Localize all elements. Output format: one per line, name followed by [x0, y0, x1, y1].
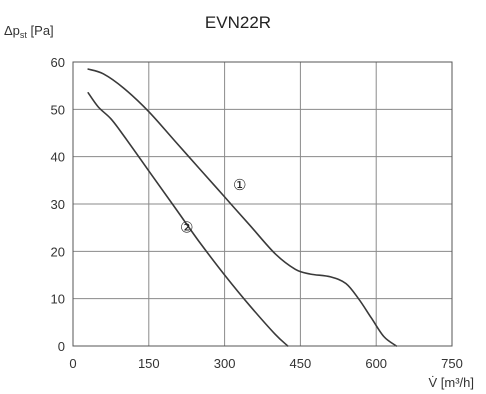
x-axis-label-unit: [m³/h]: [437, 375, 474, 390]
y-tick-label-4: 40: [51, 150, 65, 165]
x-tick-label-2: 300: [214, 356, 236, 371]
x-ticks: 0 150 300 450 600 750: [69, 356, 462, 371]
x-tick-label-1: 150: [138, 356, 160, 371]
y-tick-label-2: 20: [51, 244, 65, 259]
x-axis-label-base: V̇: [428, 375, 437, 390]
grid: [72, 61, 453, 347]
plot-frame: [72, 61, 453, 347]
chart-title: EVN22R: [205, 13, 271, 32]
x-tick-label-0: 0: [69, 356, 76, 371]
x-tick-label-3: 450: [290, 356, 312, 371]
series-callout-2: ②: [180, 218, 193, 236]
y-ticks: 0 10 20 30 40 50 60: [51, 55, 65, 354]
series-line-1: [87, 68, 398, 347]
y-axis-label-sub: st: [20, 30, 28, 40]
y-tick-label-0: 0: [58, 339, 65, 354]
y-tick-label-6: 60: [51, 55, 65, 70]
y-tick-label-3: 30: [51, 197, 65, 212]
series-line-2: [87, 92, 289, 347]
y-axis-label: Δpst [Pa]: [4, 23, 54, 40]
series-callout-1: ①: [233, 176, 246, 194]
x-tick-label-4: 600: [365, 356, 387, 371]
y-axis-label-unit: [Pa]: [27, 23, 54, 38]
annotations: ①②: [180, 176, 247, 237]
y-tick-label-5: 50: [51, 102, 65, 117]
series-group: [87, 68, 398, 347]
y-axis-label-base: Δp: [4, 23, 20, 38]
x-axis-label: V̇ [m³/h]: [428, 375, 474, 390]
x-tick-label-5: 750: [441, 356, 463, 371]
y-tick-label-1: 10: [51, 292, 65, 307]
